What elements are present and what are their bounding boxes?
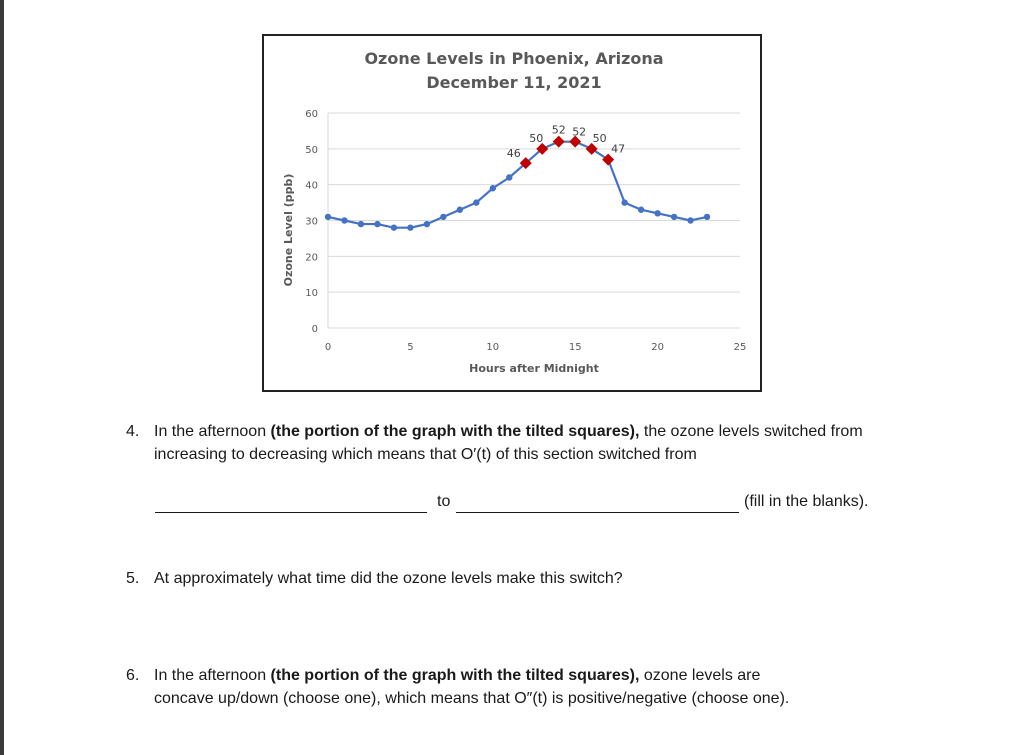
ozone-chart: Ozone Levels in Phoenix, Arizona Decembe… xyxy=(262,34,762,392)
q6-line1-post: ozone levels are xyxy=(639,667,761,684)
data-point xyxy=(324,213,332,221)
x-tick-label: 15 xyxy=(569,342,582,353)
data-point xyxy=(506,174,513,181)
highlight-point xyxy=(519,157,532,170)
x-tick-label: 5 xyxy=(407,342,413,353)
y-tick-label: 60 xyxy=(305,109,318,120)
y-tick-label: 0 xyxy=(312,324,318,335)
y-tick-label: 50 xyxy=(305,145,318,156)
highlight-point xyxy=(569,135,582,148)
y-tick-label: 10 xyxy=(305,288,318,299)
x-tick-label: 0 xyxy=(325,342,331,353)
q6-line1-bold: (the portion of the graph with the tilte… xyxy=(270,667,640,684)
question-6: 6. In the afternoon (the portion of the … xyxy=(126,664,1006,714)
data-label: 50 xyxy=(529,132,543,145)
data-point xyxy=(390,224,398,231)
highlight-point xyxy=(602,153,615,166)
data-point xyxy=(374,220,381,228)
q4-line1-post: the ozone levels switched from xyxy=(639,423,863,440)
y-axis-title: Ozone Level (ppb) xyxy=(282,174,295,287)
data-point xyxy=(456,206,464,213)
data-point xyxy=(357,220,365,228)
data-point xyxy=(654,210,661,217)
x-axis-title: Hours after Midnight xyxy=(469,362,599,375)
data-point xyxy=(687,217,694,224)
q4-line1-pre: In the afternoon xyxy=(154,423,271,440)
q4-to-word: to xyxy=(437,493,451,510)
chart-gridlines xyxy=(327,112,740,329)
data-point xyxy=(440,213,447,221)
chart-subtitle: December 11, 2021 xyxy=(426,73,601,92)
y-tick-label: 30 xyxy=(305,217,318,228)
ozone-chart-svg: Ozone Levels in Phoenix, Arizona Decembe… xyxy=(282,49,747,375)
q4-line2: increasing to decreasing which means tha… xyxy=(154,446,697,463)
data-labels: 46 50 52 52 50 47 xyxy=(507,124,625,160)
data-point xyxy=(407,224,414,231)
data-point xyxy=(489,185,496,192)
x-axis-ticks: 0 5 10 15 20 25 xyxy=(325,342,747,353)
highlight-point xyxy=(585,142,598,155)
data-point xyxy=(341,217,348,224)
data-label: 47 xyxy=(611,143,625,156)
y-tick-label: 40 xyxy=(305,181,318,192)
question-4-text: In the afternoon (the portion of the gra… xyxy=(154,420,863,466)
data-label: 50 xyxy=(593,132,607,145)
q4-line1-bold: (the portion of the graph with the tilte… xyxy=(270,423,640,440)
data-point xyxy=(473,199,480,206)
chart-title: Ozone Levels in Phoenix, Arizona xyxy=(364,49,663,68)
question-5: 5. At approximately what time did the oz… xyxy=(126,567,1006,591)
x-tick-label: 20 xyxy=(651,342,664,353)
data-point xyxy=(703,213,711,221)
data-label: 46 xyxy=(507,147,521,160)
q4-blank-1[interactable] xyxy=(155,512,427,513)
data-label: 52 xyxy=(552,124,566,137)
data-point xyxy=(670,213,678,221)
x-tick-label: 25 xyxy=(734,342,747,353)
y-tick-label: 20 xyxy=(305,252,318,263)
question-4-number: 4. xyxy=(126,423,140,440)
q6-line1-pre: In the afternoon xyxy=(154,667,271,684)
data-point xyxy=(423,220,431,228)
page-edge-bar xyxy=(0,0,4,755)
data-point xyxy=(637,206,645,213)
ozone-series xyxy=(324,135,711,231)
q4-blank-2[interactable] xyxy=(456,512,739,513)
q4-fill-note: (fill in the blanks). xyxy=(744,493,869,510)
question-4: 4. In the afternoon (the portion of the … xyxy=(126,420,1006,470)
highlight-point xyxy=(536,142,549,155)
x-tick-label: 10 xyxy=(486,342,499,353)
question-6-number: 6. xyxy=(126,667,140,684)
data-label: 52 xyxy=(572,126,586,139)
y-axis-ticks: 0 10 20 30 40 50 60 xyxy=(305,109,318,335)
question-5-text: At approximately what time did the ozone… xyxy=(154,570,623,587)
q6-line2: concave up/down (choose one), which mean… xyxy=(154,690,790,707)
data-point xyxy=(621,199,628,206)
question-6-text: In the afternoon (the portion of the gra… xyxy=(154,664,789,710)
question-5-number: 5. xyxy=(126,570,140,587)
highlight-point xyxy=(552,135,565,148)
